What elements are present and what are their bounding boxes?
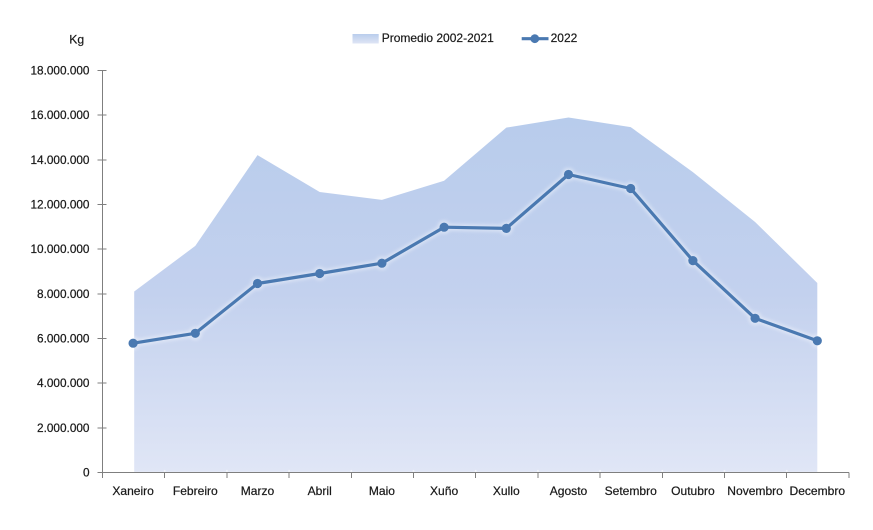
svg-text:Agosto: Agosto: [550, 484, 588, 498]
svg-text:14.000.000: 14.000.000: [30, 153, 89, 167]
svg-text:18.000.000: 18.000.000: [30, 63, 89, 77]
svg-text:4.000.000: 4.000.000: [37, 376, 90, 390]
svg-text:6.000.000: 6.000.000: [37, 332, 90, 346]
svg-text:8.000.000: 8.000.000: [37, 287, 90, 301]
svg-text:Xaneiro: Xaneiro: [112, 484, 154, 498]
svg-text:Marzo: Marzo: [241, 484, 275, 498]
svg-text:2.000.000: 2.000.000: [37, 421, 90, 435]
svg-text:Febreiro: Febreiro: [173, 484, 218, 498]
svg-text:2022: 2022: [551, 31, 578, 45]
svg-text:Outubro: Outubro: [671, 484, 715, 498]
svg-text:Maio: Maio: [369, 484, 395, 498]
svg-text:Novembro: Novembro: [727, 484, 783, 498]
svg-text:Xullo: Xullo: [493, 484, 520, 498]
svg-text:Setembro: Setembro: [605, 484, 658, 498]
svg-text:Decembro: Decembro: [790, 484, 846, 498]
svg-text:Promedio 2002-2021: Promedio 2002-2021: [382, 31, 494, 45]
svg-text:10.000.000: 10.000.000: [30, 242, 89, 256]
svg-text:Kg: Kg: [69, 32, 84, 46]
svg-text:12.000.000: 12.000.000: [30, 197, 89, 211]
svg-text:0: 0: [83, 466, 90, 480]
svg-text:16.000.000: 16.000.000: [30, 108, 89, 122]
svg-text:Abril: Abril: [308, 484, 332, 498]
svg-text:Xuño: Xuño: [430, 484, 458, 498]
